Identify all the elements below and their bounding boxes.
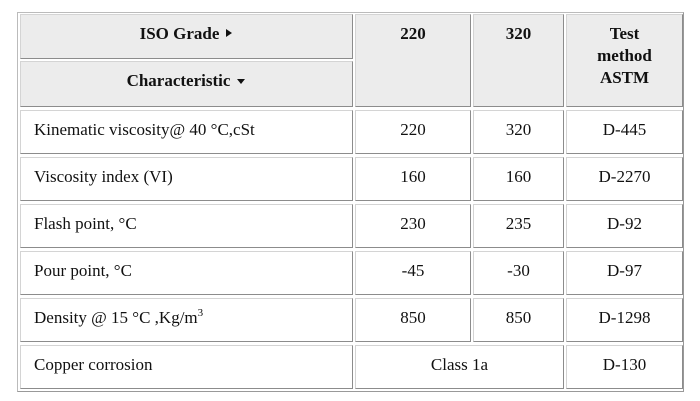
method-cell: D-92 — [566, 204, 683, 248]
value: 850 — [400, 308, 426, 327]
value: -30 — [507, 261, 530, 280]
cell-text: D-92 — [567, 213, 682, 235]
characteristic: Viscosity index (VI) — [34, 167, 173, 186]
test-method: D-445 — [602, 120, 647, 139]
value: Class 1a — [430, 355, 489, 374]
value: 160 — [505, 167, 532, 186]
cell-text: 235 — [474, 213, 563, 235]
cell-text: D-445 — [567, 119, 682, 141]
test-method: D-92 — [607, 214, 642, 233]
cell-text: Flash point, °C — [34, 213, 352, 235]
value: 160 — [400, 167, 426, 186]
value-cell: -30 — [473, 251, 564, 295]
test-method: D-97 — [607, 261, 642, 280]
grade-header: 320 — [505, 24, 532, 43]
value: 220 — [400, 120, 426, 139]
characteristic: Kinematic viscosity@ 40 °C,cSt — [34, 120, 255, 139]
grade-header: 220 — [400, 24, 426, 43]
header-cell: Characteristic — [20, 61, 353, 107]
test-method: D-130 — [602, 355, 647, 374]
characteristic-header: Characteristic — [126, 71, 231, 90]
characteristic: Flash point, °C — [34, 214, 137, 233]
cell-text: D-97 — [567, 260, 682, 282]
value-cell: 230 — [355, 204, 471, 248]
sort-arrow — [226, 29, 233, 37]
row-label-cell: Copper corrosion — [20, 345, 353, 389]
cell-text: Copper corrosion — [34, 354, 352, 376]
cell-text: Density @ 15 °C ,Kg/m3 — [34, 307, 352, 329]
value: 230 — [400, 214, 426, 233]
table-frame — [17, 12, 684, 392]
sort-arrow — [237, 79, 246, 84]
test-method: D-2270 — [598, 167, 651, 186]
cell-text: 230 — [356, 213, 470, 235]
row-label-cell: Viscosity index (VI) — [20, 157, 353, 201]
cell-text: -45 — [356, 260, 470, 282]
value: 850 — [505, 308, 532, 327]
cell-text: -30 — [474, 260, 563, 282]
cell-text: D-130 — [567, 354, 682, 376]
row-label-cell: Pour point, °C — [20, 251, 353, 295]
cell-text: 850 — [474, 307, 563, 329]
row-label-cell: Kinematic viscosity@ 40 °C,cSt — [20, 110, 353, 154]
header-cell: Test method ASTM — [566, 14, 683, 107]
value-cell: Class 1a — [355, 345, 564, 389]
value-cell: 160 — [473, 157, 564, 201]
header-text: ISO Grade — [21, 23, 352, 45]
row-label-cell: Density @ 15 °C ,Kg/m3 — [20, 298, 353, 342]
value-cell: 850 — [355, 298, 471, 342]
header-cell: ISO Grade — [20, 14, 353, 59]
cell-text: D-1298 — [567, 307, 682, 329]
cell-text: Class 1a — [356, 354, 563, 376]
cell-text: 320 — [474, 119, 563, 141]
characteristic: Copper corrosion — [34, 355, 153, 374]
row-label-cell: Flash point, °C — [20, 204, 353, 248]
superscript: 3 — [197, 307, 204, 319]
cell-text: 160 — [356, 166, 470, 188]
method-cell: D-97 — [566, 251, 683, 295]
value-cell: 320 — [473, 110, 564, 154]
value: 235 — [505, 214, 532, 233]
method-cell: D-2270 — [566, 157, 683, 201]
method-cell: D-1298 — [566, 298, 683, 342]
test-method: D-1298 — [598, 308, 651, 327]
cell-text: 160 — [474, 166, 563, 188]
iso-grade: ISO Grade — [139, 24, 220, 43]
cell-text: D-2270 — [567, 166, 682, 188]
method-cell: D-445 — [566, 110, 683, 154]
test-method-header: Test method ASTM — [597, 24, 652, 87]
cell-text: Kinematic viscosity@ 40 °C,cSt — [34, 119, 352, 141]
characteristic: Pour point, °C — [34, 261, 132, 280]
method-cell: D-130 — [566, 345, 683, 389]
value-cell: 235 — [473, 204, 564, 248]
cell-text: Pour point, °C — [34, 260, 352, 282]
value-cell: 850 — [473, 298, 564, 342]
cell-text: Viscosity index (VI) — [34, 166, 352, 188]
value: -45 — [401, 261, 425, 280]
value-cell: 160 — [355, 157, 471, 201]
characteristic: Density @ 15 °C ,Kg/m — [34, 308, 198, 327]
value: 320 — [505, 120, 532, 139]
header-cell: 320 — [473, 14, 564, 107]
value-cell: 220 — [355, 110, 471, 154]
header-cell: 220 — [355, 14, 471, 107]
header-text: Characteristic — [21, 70, 352, 92]
cell-text: 220 — [356, 119, 470, 141]
value-cell: -45 — [355, 251, 471, 295]
cell-text: 850 — [356, 307, 470, 329]
